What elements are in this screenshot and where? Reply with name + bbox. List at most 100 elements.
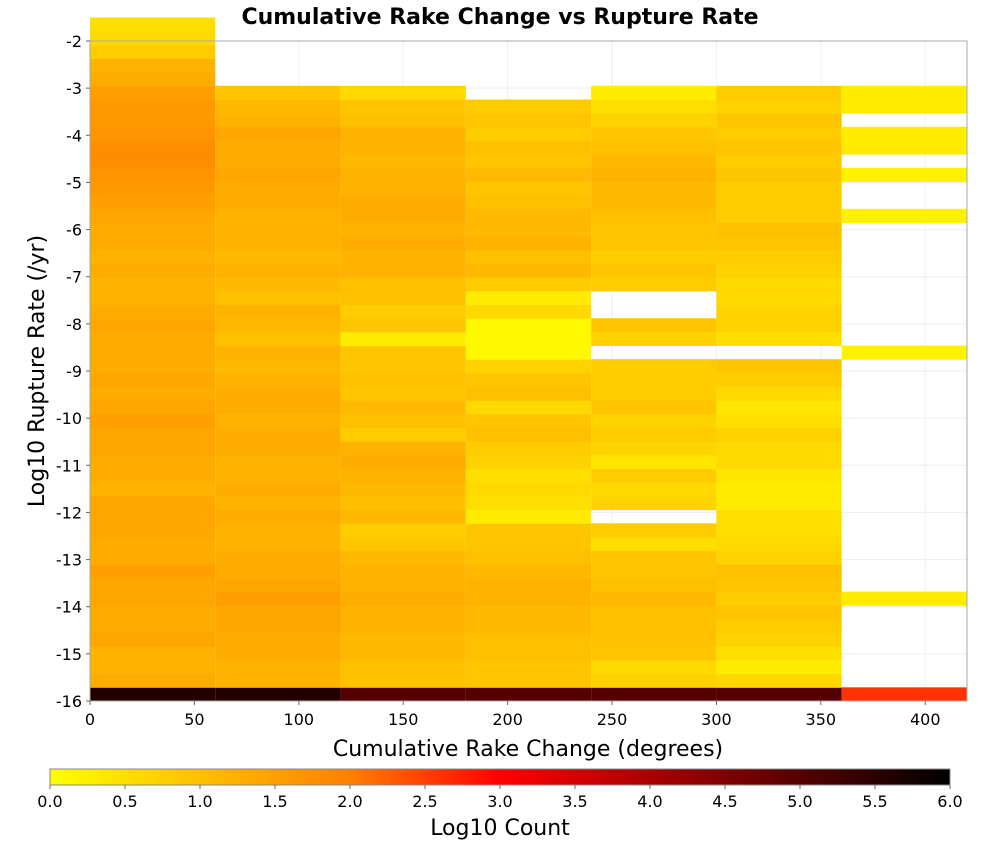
x-tick-label: 400 — [910, 710, 941, 729]
heatmap-cell — [90, 331, 216, 347]
heatmap-cell — [215, 167, 341, 182]
heatmap-cell — [215, 126, 341, 141]
heatmap-cell — [215, 304, 341, 319]
heatmap-cell — [340, 331, 466, 347]
heatmap-cell — [591, 318, 717, 333]
heatmap-cell — [215, 454, 341, 470]
y-tick-label: -9 — [66, 362, 82, 381]
heatmap-cell — [465, 618, 592, 634]
heatmap-cell — [215, 400, 341, 415]
heatmap-cell — [215, 222, 341, 237]
heatmap-cell — [716, 222, 842, 237]
heatmap-cell — [340, 318, 466, 333]
heatmap-cell — [716, 577, 842, 593]
heatmap-cell — [340, 400, 466, 415]
heatmap-cell — [90, 536, 216, 552]
heatmap-cells — [90, 17, 967, 702]
heatmap-cell — [591, 126, 717, 141]
colorbar-tick-label: 1.5 — [262, 792, 287, 811]
heatmap-cell — [465, 372, 592, 388]
heatmap-cell — [465, 495, 592, 511]
heatmap-cell — [90, 413, 216, 429]
heatmap-cell — [90, 304, 216, 319]
heatmap-cell — [215, 441, 341, 456]
heatmap-cell — [340, 468, 466, 483]
heatmap-cell — [90, 249, 216, 265]
heatmap-cell — [215, 195, 341, 210]
heatmap-cell — [716, 509, 842, 524]
y-tick-label: -12 — [56, 503, 82, 522]
heatmap-cell — [591, 249, 717, 265]
heatmap-cell — [716, 372, 842, 388]
heatmap-cell — [215, 154, 341, 169]
heatmap-cell — [90, 290, 216, 306]
heatmap-cell — [340, 208, 466, 223]
heatmap-cell — [340, 263, 466, 278]
heatmap-cell — [340, 632, 466, 647]
heatmap-cell — [215, 482, 341, 497]
heatmap-cell — [340, 85, 466, 100]
y-tick-label: -15 — [56, 645, 82, 664]
heatmap-cell — [90, 44, 216, 59]
y-tick-label: -5 — [66, 173, 82, 192]
heatmap-cell — [340, 495, 466, 511]
colorbar-tick-label: 0.0 — [37, 792, 62, 811]
heatmap-cell — [591, 618, 717, 634]
heatmap-cell — [90, 236, 216, 251]
heatmap-cell — [716, 318, 842, 333]
x-tick-label: 250 — [597, 710, 628, 729]
heatmap-cell — [90, 646, 216, 661]
heatmap-cell — [591, 195, 717, 210]
heatmap-cell — [591, 577, 717, 593]
heatmap-cell — [465, 509, 592, 524]
heatmap-cell — [591, 400, 717, 415]
colorbar-tick-label: 4.0 — [637, 792, 662, 811]
y-tick-label: -3 — [66, 79, 82, 98]
heatmap-cell — [591, 277, 717, 292]
heatmap-cell — [716, 167, 842, 182]
heatmap-cell — [340, 140, 466, 155]
heatmap-cell — [465, 208, 592, 223]
heatmap-cell — [591, 687, 717, 702]
x-tick-label: 100 — [284, 710, 315, 729]
heatmap-cell — [716, 99, 842, 114]
heatmap-cell — [465, 304, 592, 319]
heatmap-cell — [716, 113, 842, 128]
heatmap-cell — [215, 277, 341, 292]
x-tick-label: 0 — [85, 710, 95, 729]
heatmap-cell — [90, 659, 216, 675]
heatmap-cell — [215, 468, 341, 483]
heatmap-cell — [340, 222, 466, 237]
heatmap-cell — [465, 673, 592, 688]
heatmap-cell — [591, 372, 717, 388]
y-tick-label: -7 — [66, 268, 82, 287]
heatmap-cell — [90, 550, 216, 565]
heatmap-cell — [465, 386, 592, 401]
heatmap-cell — [465, 140, 592, 155]
heatmap-cell — [591, 468, 717, 483]
heatmap-cell — [90, 400, 216, 415]
heatmap-cell — [340, 454, 466, 470]
x-axis-label: Cumulative Rake Change (degrees) — [333, 737, 723, 762]
heatmap-cell — [716, 154, 842, 169]
heatmap-cell — [716, 331, 842, 347]
x-tick-label: 350 — [806, 710, 837, 729]
heatmap-cell — [716, 249, 842, 265]
heatmap-cell — [215, 345, 341, 360]
heatmap-cell — [465, 605, 592, 620]
heatmap-cell — [591, 605, 717, 620]
heatmap-cell — [215, 290, 341, 306]
heatmap-cell — [215, 386, 341, 401]
y-axis-label: Log10 Rupture Rate (/yr) — [25, 235, 50, 507]
heatmap-cell — [340, 413, 466, 429]
heatmap-cell — [591, 140, 717, 155]
heatmap-cell — [465, 181, 592, 196]
heatmap-cell — [340, 618, 466, 634]
heatmap-cell — [215, 113, 341, 128]
heatmap-cell — [215, 263, 341, 278]
heatmap-cell — [465, 687, 592, 702]
heatmap-cell — [215, 413, 341, 429]
y-axis-ticks: -2 -3 -4 -5 -6 -7 -8 -9 -10 -11 -12 -13 -14 -15 -16 — [56, 32, 90, 711]
heatmap-cell — [215, 550, 341, 565]
heatmap-cell — [340, 236, 466, 251]
